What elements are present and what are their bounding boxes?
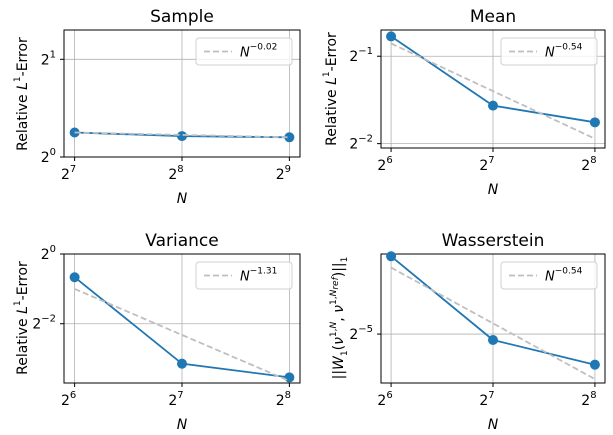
fit-line <box>390 266 596 380</box>
subplot-variance: 26 27 28 2−2 20 Variance N Relative L1-Error N−1… <box>13 231 301 433</box>
svg-text:Relative L1-Error: Relative L1-Error <box>13 261 31 375</box>
x-tick-label: 28 <box>581 155 596 174</box>
y-tick-label: 20 <box>41 244 56 263</box>
legend: N−1.31 <box>195 261 293 290</box>
x-axis-label: N <box>488 182 499 198</box>
x-tick-label: 26 <box>61 390 76 409</box>
data-point <box>488 334 498 345</box>
x-tick-label: 27 <box>479 155 494 174</box>
subplot-mean: 26 27 28 2−2 2−1 Mean N Relative L1-Error N−0.54 <box>322 7 606 198</box>
x-axis-label: N <box>488 417 499 433</box>
data-point <box>177 131 187 142</box>
data-point <box>284 372 295 383</box>
x-tick-label: 28 <box>276 390 291 409</box>
subplot-title: Wasserstein <box>442 231 545 251</box>
y-tick-label: 20 <box>41 147 56 166</box>
y-axis-label: Relative L1-Error <box>322 32 340 146</box>
legend-box <box>500 37 598 66</box>
legend-label: N−0.54 <box>545 43 583 61</box>
data-point <box>386 251 397 262</box>
subplot-wasserstein: 26 27 28 2−5 Wasserstein N ||W1(ν1,N, ν1,Nref)… <box>329 231 606 433</box>
x-tick-label: 28 <box>581 390 596 409</box>
data-point <box>284 132 295 143</box>
legend-box <box>195 261 293 290</box>
svg-text:Relative L1-Error: Relative L1-Error <box>13 37 31 151</box>
subplot-title: Sample <box>150 7 214 27</box>
legend: N−0.54 <box>500 261 598 290</box>
y-axis-label: Relative L1-Error <box>13 37 31 151</box>
y-tick-label: 2−5 <box>349 324 373 343</box>
fit-line <box>390 42 596 140</box>
legend-box <box>195 37 293 66</box>
legend-box <box>500 261 598 290</box>
subplot-title: Variance <box>145 231 218 251</box>
data-point <box>177 358 187 369</box>
data-point <box>589 117 600 128</box>
legend: N−0.02 <box>195 37 293 66</box>
data-point <box>488 100 498 111</box>
svg-text:||W1(ν1,N, ν1,Nref)||1: ||W1(ν1,N, ν1,Nref)||1 <box>329 257 350 380</box>
x-tick-label: 29 <box>276 164 291 183</box>
y-axis-label: ||W1(ν1,N, ν1,Nref)||1 <box>329 257 350 380</box>
legend-label: N−1.31 <box>240 267 277 285</box>
legend-label: N−0.54 <box>545 267 583 285</box>
y-tick-label: 2−1 <box>349 46 373 65</box>
subplot-title: Mean <box>470 7 516 27</box>
subplot-sample: 27 28 29 20 21 Sample N Relative L1-Error N−0.02 <box>13 7 301 207</box>
x-tick-label: 27 <box>168 390 183 409</box>
y-axis-label: Relative L1-Error <box>13 261 31 375</box>
data-point <box>589 359 600 370</box>
x-tick-label: 27 <box>61 164 76 183</box>
x-axis-label: N <box>177 191 188 207</box>
svg-text:Relative L1-Error: Relative L1-Error <box>322 32 340 146</box>
legend-label: N−0.02 <box>240 43 277 61</box>
x-axis-label: N <box>177 417 188 433</box>
x-tick-label: 26 <box>377 155 392 174</box>
y-tick-label: 2−2 <box>349 134 373 153</box>
legend: N−0.54 <box>500 37 598 66</box>
y-tick-label: 21 <box>41 49 56 68</box>
x-tick-label: 26 <box>377 390 392 409</box>
data-point <box>386 31 397 42</box>
x-tick-label: 28 <box>168 164 183 183</box>
data-point <box>69 272 80 283</box>
x-tick-label: 27 <box>479 390 494 409</box>
y-tick-label: 2−2 <box>32 314 56 333</box>
fit-line <box>74 288 290 382</box>
